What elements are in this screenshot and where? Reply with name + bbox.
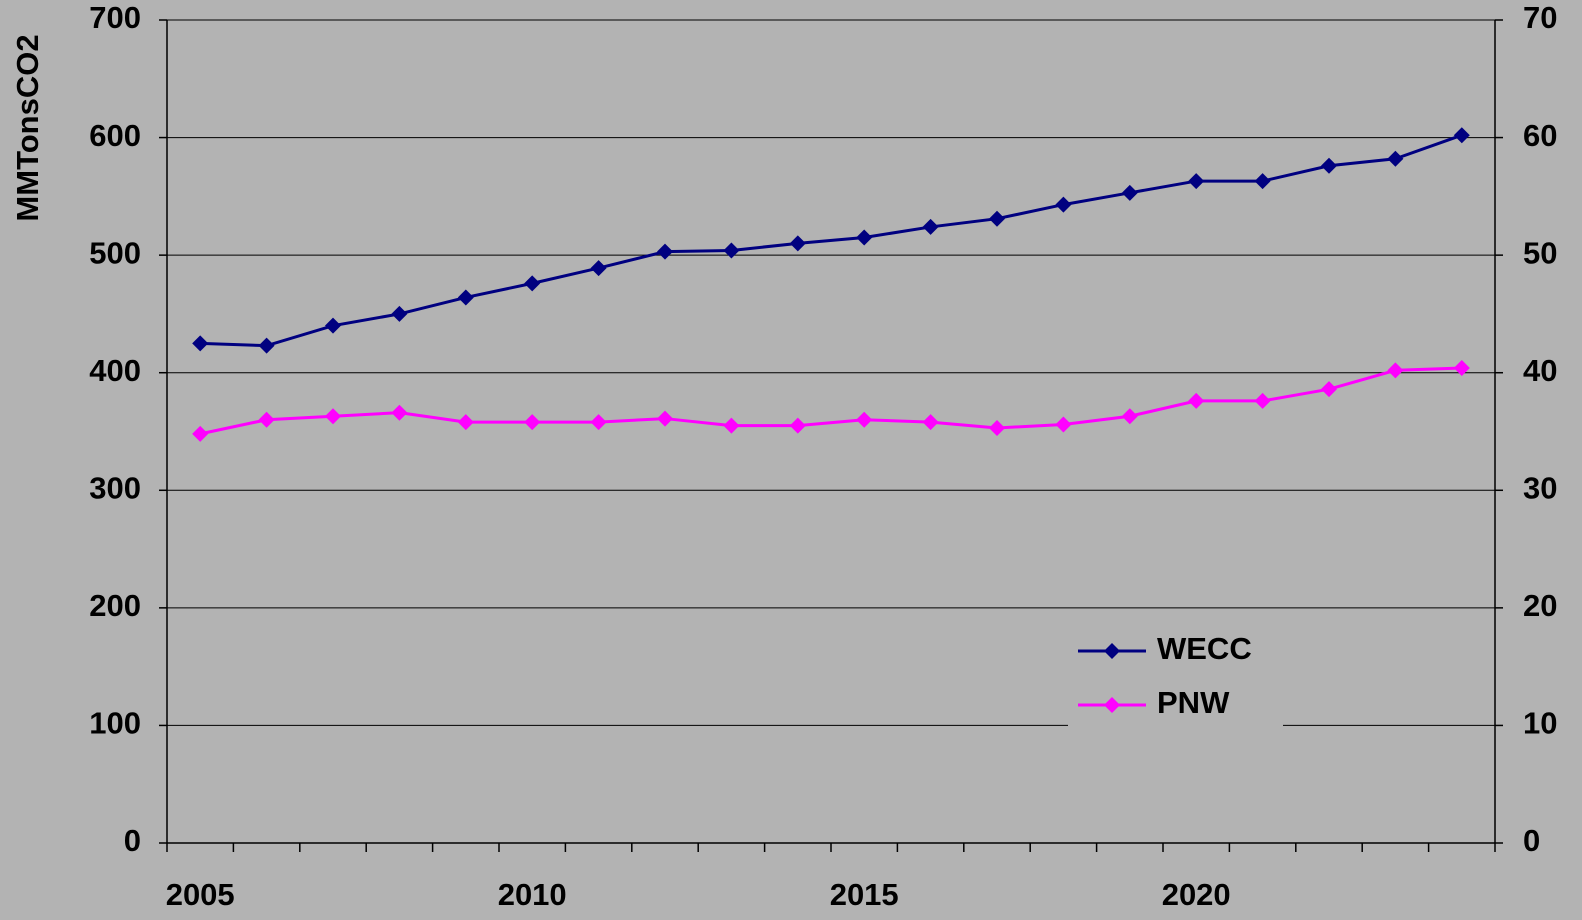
marker (192, 425, 209, 442)
marker (1321, 381, 1337, 398)
marker (258, 411, 275, 428)
legend-label: PNW (1157, 685, 1230, 720)
y-tick-label: 200 (89, 588, 141, 623)
marker (391, 305, 408, 322)
y2-tick-label: 20 (1523, 588, 1557, 623)
legend-marker (1104, 643, 1120, 659)
marker (789, 235, 806, 252)
marker (258, 337, 275, 354)
y2-tick-label: 10 (1523, 706, 1557, 741)
marker (1254, 173, 1271, 190)
y-tick-label: 600 (89, 118, 141, 153)
marker (789, 417, 806, 434)
y2-tick-label: 30 (1523, 470, 1557, 505)
marker (657, 410, 673, 427)
marker (524, 275, 541, 292)
marker (922, 414, 939, 431)
marker (1453, 360, 1470, 377)
marker (325, 317, 341, 334)
y2-tick-label: 0 (1523, 823, 1540, 858)
y2-tick-label: 50 (1523, 235, 1557, 270)
marker (1055, 416, 1072, 433)
y2-tick-label: 70 (1523, 0, 1557, 35)
x-tick-label: 2005 (166, 877, 235, 912)
series-line (199, 366, 1462, 436)
x-tick-label: 2015 (830, 877, 899, 912)
marker (856, 411, 873, 428)
marker (989, 419, 1005, 436)
series-line (200, 133, 1463, 348)
marker (723, 417, 740, 434)
marker (1387, 362, 1404, 379)
marker (1254, 392, 1271, 409)
marker (1387, 150, 1404, 167)
marker (989, 210, 1005, 227)
legend-label: WECC (1157, 631, 1252, 666)
marker (192, 335, 209, 352)
marker (590, 414, 607, 431)
y-tick-label: 100 (89, 706, 141, 741)
x-tick-label: 2020 (1162, 877, 1231, 912)
marker (457, 414, 474, 431)
y-axis-label: MMTonsCO2 (10, 34, 45, 221)
marker (922, 218, 939, 235)
marker (1121, 408, 1138, 425)
marker (1055, 196, 1072, 213)
marker (325, 408, 341, 425)
y-tick-label: 300 (89, 470, 141, 505)
marker (524, 414, 541, 431)
marker (1321, 157, 1337, 174)
y-tick-label: 0 (124, 823, 141, 858)
marker (657, 243, 673, 260)
y-tick-label: 500 (89, 235, 141, 270)
marker (723, 242, 740, 259)
legend-box (1068, 624, 1283, 729)
marker (1453, 127, 1470, 144)
marker (457, 289, 474, 306)
marker (1188, 173, 1205, 190)
marker (590, 260, 607, 277)
legend-marker (1104, 697, 1120, 713)
y2-tick-label: 40 (1523, 353, 1557, 388)
y-tick-label: 700 (89, 0, 141, 35)
marker (856, 229, 873, 246)
marker (391, 404, 408, 421)
y2-tick-label: 60 (1523, 118, 1557, 153)
marker (1188, 392, 1205, 409)
x-tick-label: 2010 (498, 877, 567, 912)
marker (1121, 184, 1138, 201)
y-tick-label: 400 (89, 353, 141, 388)
